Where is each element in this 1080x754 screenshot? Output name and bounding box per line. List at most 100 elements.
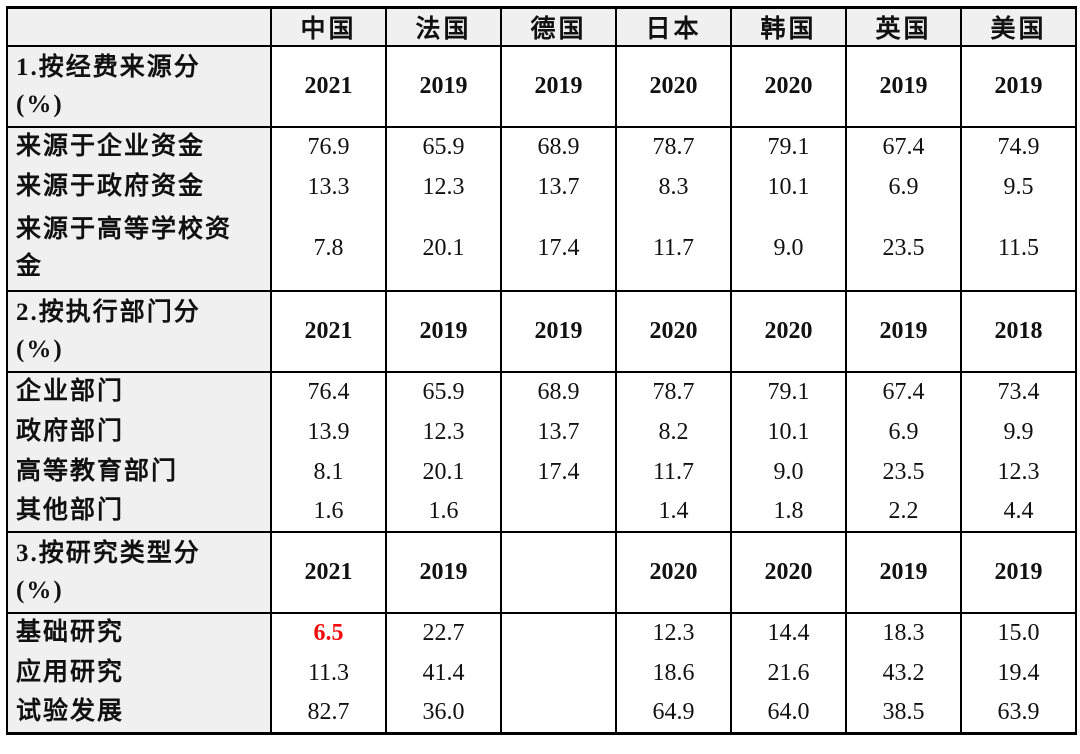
value-cell: 82.7	[270, 693, 387, 733]
value-cell: 73.4	[960, 372, 1077, 412]
value-cell: 8.2	[615, 412, 732, 452]
value-cell: 74.9	[960, 127, 1077, 167]
data-row: 应用研究 11.3 41.4 18.6 21.6 43.2 19.4	[6, 653, 1077, 693]
row-label: 其他部门	[6, 492, 272, 532]
value-cell: 21.6	[730, 653, 847, 693]
row-label: 高等教育部门	[6, 452, 272, 492]
value-cell: 11.3	[270, 653, 387, 693]
country-header-row: 中国 法国 德国 日本 韩国 英国 美国	[6, 7, 1077, 47]
value-cell: 22.7	[385, 613, 502, 653]
value-cell: 1.6	[270, 492, 387, 532]
year-cell: 2019	[500, 45, 617, 128]
country-header: 韩国	[730, 7, 847, 47]
value-cell: 1.8	[730, 492, 847, 532]
value-cell: 64.0	[730, 693, 847, 733]
value-cell: 41.4	[385, 653, 502, 693]
section-header: 3.按研究类型分 (%)	[6, 531, 272, 614]
data-row: 企业部门 76.4 65.9 68.9 78.7 79.1 67.4 73.4	[6, 372, 1077, 412]
year-cell: 2019	[385, 531, 502, 614]
section-year-row: 3.按研究类型分 (%) 2021 2019 2020 2020 2019 2019	[6, 531, 1077, 614]
value-cell: 10.1	[730, 167, 847, 207]
value-cell: 11.7	[615, 452, 732, 492]
value-cell: 1.6	[385, 492, 502, 532]
value-cell: 43.2	[845, 653, 962, 693]
value-cell: 17.4	[500, 452, 617, 492]
highlighted-value-cell: 6.5	[270, 613, 387, 653]
year-cell: 2019	[500, 290, 617, 373]
value-cell: 12.3	[385, 412, 502, 452]
value-cell: 4.4	[960, 492, 1077, 532]
year-cell: 2019	[960, 45, 1077, 128]
year-cell: 2020	[615, 290, 732, 373]
value-cell: 12.3	[615, 613, 732, 653]
value-cell: 18.3	[845, 613, 962, 653]
row-label: 政府部门	[6, 412, 272, 452]
value-cell: 63.9	[960, 693, 1077, 733]
value-cell: 17.4	[500, 207, 617, 291]
value-cell: 8.1	[270, 452, 387, 492]
year-cell: 2019	[845, 531, 962, 614]
value-cell: 19.4	[960, 653, 1077, 693]
value-cell: 20.1	[385, 452, 502, 492]
value-cell: 76.9	[270, 127, 387, 167]
value-cell	[500, 693, 617, 733]
value-cell: 68.9	[500, 127, 617, 167]
value-cell: 79.1	[730, 127, 847, 167]
value-cell: 9.0	[730, 207, 847, 291]
corner-cell	[6, 7, 272, 47]
country-header: 中国	[270, 7, 387, 47]
value-cell: 15.0	[960, 613, 1077, 653]
value-cell: 13.7	[500, 412, 617, 452]
value-cell: 64.9	[615, 693, 732, 733]
value-cell: 11.5	[960, 207, 1077, 291]
section-header: 1.按经费来源分 (%)	[6, 45, 272, 128]
data-row: 来源于高等学校资 金 7.8 20.1 17.4 11.7 9.0 23.5 11.5	[6, 207, 1077, 291]
value-cell: 20.1	[385, 207, 502, 291]
year-cell: 2020	[615, 531, 732, 614]
value-cell: 7.8	[270, 207, 387, 291]
year-cell: 2021	[270, 290, 387, 373]
value-cell: 10.1	[730, 412, 847, 452]
value-cell: 36.0	[385, 693, 502, 733]
data-row: 高等教育部门 8.1 20.1 17.4 11.7 9.0 23.5 12.3	[6, 452, 1077, 492]
section-year-row: 1.按经费来源分 (%) 2021 2019 2019 2020 2020 2019 2019	[6, 45, 1077, 128]
country-header: 法国	[385, 7, 502, 47]
value-cell: 65.9	[385, 372, 502, 412]
row-label: 来源于高等学校资 金	[6, 207, 272, 291]
year-cell: 2020	[730, 45, 847, 128]
value-cell: 12.3	[960, 452, 1077, 492]
year-cell: 2019	[385, 290, 502, 373]
country-header: 英国	[845, 7, 962, 47]
value-cell: 23.5	[845, 452, 962, 492]
value-cell: 14.4	[730, 613, 847, 653]
value-cell: 11.7	[615, 207, 732, 291]
row-label: 应用研究	[6, 653, 272, 693]
year-cell: 2020	[730, 290, 847, 373]
value-cell	[500, 653, 617, 693]
value-cell: 9.5	[960, 167, 1077, 207]
row-label: 企业部门	[6, 372, 272, 412]
year-cell: 2021	[270, 45, 387, 128]
value-cell: 76.4	[270, 372, 387, 412]
section-header: 2.按执行部门分 (%)	[6, 290, 272, 373]
value-cell: 78.7	[615, 127, 732, 167]
value-cell: 13.9	[270, 412, 387, 452]
country-header: 德国	[500, 7, 617, 47]
value-cell: 23.5	[845, 207, 962, 291]
value-cell: 79.1	[730, 372, 847, 412]
year-cell: 2019	[960, 531, 1077, 614]
value-cell: 67.4	[845, 127, 962, 167]
value-cell: 1.4	[615, 492, 732, 532]
value-cell: 6.9	[845, 412, 962, 452]
year-cell	[500, 531, 617, 614]
row-label: 基础研究	[6, 613, 272, 653]
country-header: 日本	[615, 7, 732, 47]
value-cell: 78.7	[615, 372, 732, 412]
value-cell	[500, 492, 617, 532]
value-cell: 8.3	[615, 167, 732, 207]
data-row: 其他部门 1.6 1.6 1.4 1.8 2.2 4.4	[6, 492, 1077, 532]
value-cell: 67.4	[845, 372, 962, 412]
value-cell: 12.3	[385, 167, 502, 207]
year-cell: 2020	[615, 45, 732, 128]
